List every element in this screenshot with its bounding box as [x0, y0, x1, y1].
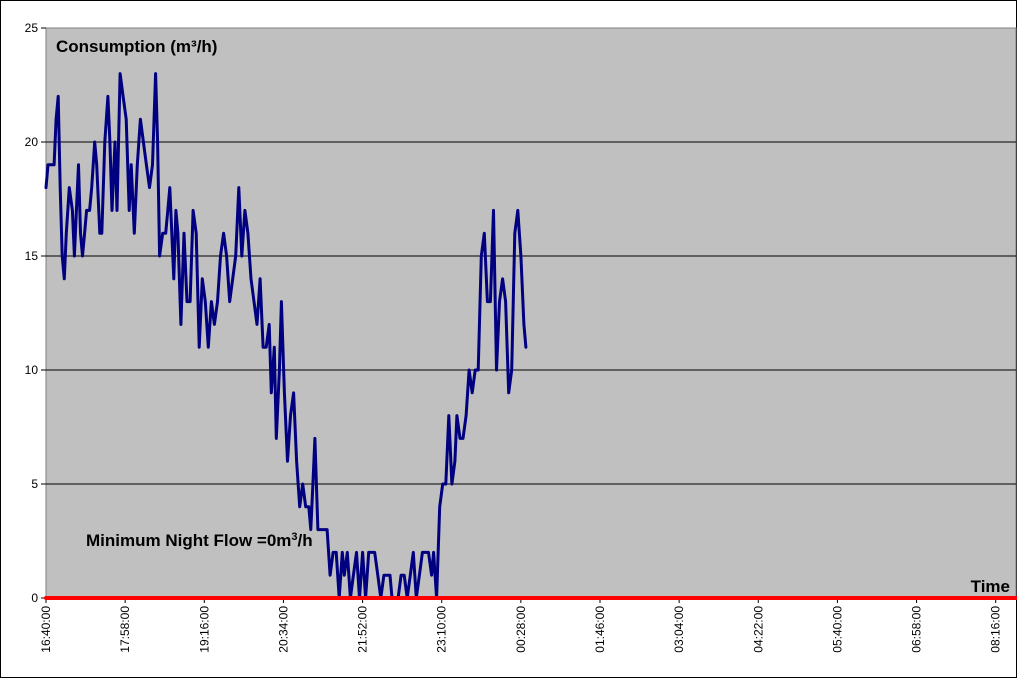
gridlines [46, 141, 1016, 485]
x-tick-label: 06:58:00 [910, 606, 924, 653]
annotation-prefix: Minimum Night Flow =0m [86, 531, 291, 550]
x-tick-label: 21:52:00 [356, 606, 370, 653]
x-axis-label: Time [971, 577, 1010, 596]
y-tick-label: 25 [25, 21, 39, 35]
annotation-superscript: 3 [291, 531, 297, 543]
y-axis-label: Consumption (m³/h) [56, 37, 217, 56]
minimum-night-flow-annotation: Minimum Night Flow =0m3/h [86, 531, 313, 550]
x-tick-label: 05:40:00 [830, 606, 844, 653]
x-tick-label: 16:40:00 [39, 606, 53, 653]
x-tick-label: 17:58:00 [118, 606, 132, 653]
y-tick-label: 15 [25, 249, 39, 263]
y-tick-label: 5 [31, 477, 38, 491]
x-axis-ticks: 16:40:00 17:58:00 19:16:00 20:34:00 21:52:00… [39, 598, 1003, 653]
y-tick-label: 0 [31, 591, 38, 605]
x-tick-label: 04:22:00 [751, 606, 765, 653]
x-tick-label: 03:04:00 [672, 606, 686, 653]
x-tick-label: 01:46:00 [593, 606, 607, 653]
y-tick-label: 20 [25, 135, 39, 149]
consumption-series-line [44, 72, 528, 600]
x-tick-label: 08:16:00 [989, 606, 1003, 653]
annotation-suffix: /h [298, 531, 313, 550]
y-tick-label: 10 [25, 363, 39, 377]
x-tick-label: 20:34:00 [276, 606, 290, 653]
x-tick-label: 19:16:00 [197, 606, 211, 653]
x-tick-label: 23:10:00 [435, 606, 449, 653]
plot-area [45, 27, 1017, 599]
y-axis-ticks: 0 5 10 15 20 25 [25, 21, 46, 605]
x-tick-label: 00:28:00 [514, 606, 528, 653]
series-layer [44, 72, 1017, 600]
